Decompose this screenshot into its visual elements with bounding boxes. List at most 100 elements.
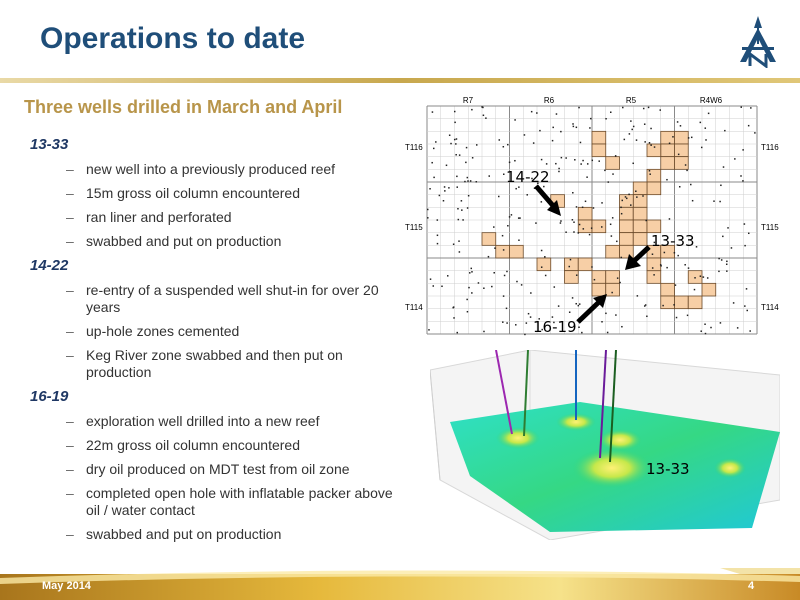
lease-block [632, 194, 648, 208]
well-dot [744, 244, 746, 247]
well-dot [746, 309, 748, 312]
lease-block [481, 232, 497, 246]
well-dot [507, 224, 509, 227]
lease-block [605, 270, 620, 284]
well-dot [501, 234, 504, 237]
well-dot [455, 138, 458, 140]
well-dot [503, 173, 505, 175]
lease-block [660, 244, 675, 259]
well-dot [551, 139, 554, 142]
lease-block [674, 156, 689, 170]
well-dot [740, 175, 742, 177]
well-dot [677, 153, 680, 156]
lease-block [495, 244, 510, 259]
well-dot [650, 144, 652, 146]
well-dot [695, 246, 698, 248]
lease-block [564, 270, 579, 284]
well-dot [710, 326, 712, 329]
well-dot [679, 125, 682, 127]
lease-block [605, 156, 620, 170]
well-dot [471, 271, 473, 273]
well-dot [653, 241, 656, 244]
dash-marker: – [66, 282, 74, 298]
dash-marker: – [66, 209, 74, 225]
lease-block [646, 219, 662, 234]
well-dot [718, 257, 720, 260]
lease-block [619, 232, 634, 246]
well-dot [540, 249, 543, 252]
well-dot [643, 305, 646, 307]
well-dot [555, 113, 558, 115]
well-dot [592, 207, 595, 209]
well-dot [552, 126, 554, 129]
well-dot [666, 266, 668, 269]
well-dot [593, 278, 596, 281]
lease-block [591, 270, 607, 284]
lease-block [660, 282, 675, 297]
well-dot [452, 306, 454, 309]
well-dot [565, 157, 567, 159]
well-dot [581, 331, 583, 334]
well-dot [646, 315, 648, 318]
well-dot [557, 305, 560, 307]
well-dot [687, 267, 690, 269]
well-dot [673, 304, 675, 306]
well-dot [491, 285, 493, 288]
well-heading: 16-19 [30, 388, 69, 405]
well-dot [518, 239, 520, 241]
lease-block [591, 143, 607, 158]
well-dot [651, 253, 654, 255]
well-dot [448, 134, 451, 136]
well-dot [611, 217, 614, 219]
well-dot [686, 169, 688, 172]
well-dot [575, 206, 578, 208]
well-dot [485, 117, 487, 119]
well-dot [507, 143, 509, 146]
well-dot [539, 129, 541, 132]
well-dot [446, 275, 449, 277]
well-dot [571, 219, 574, 221]
well-dot [612, 173, 614, 175]
page-number: 4 [748, 580, 755, 592]
reef-3d-model: 13-33 [430, 350, 780, 540]
well-dot [453, 317, 455, 319]
well-dot [578, 326, 580, 328]
well-dot [601, 226, 603, 228]
bullet-list: – exploration well drilled into a new ree… [30, 413, 400, 543]
well-dot [704, 127, 707, 129]
well-dot [648, 142, 651, 144]
model-label: 13-33 [646, 460, 690, 478]
well-dot [745, 288, 748, 290]
well-dot [625, 197, 628, 200]
well-dot [535, 222, 537, 224]
bullet-text: up-hole zones cemented [86, 323, 240, 339]
well-dot [427, 217, 429, 219]
well-dot [574, 159, 576, 161]
lease-block [646, 181, 662, 196]
lease-block [674, 295, 689, 310]
well-dot [722, 166, 725, 168]
well-dot [502, 249, 505, 251]
well-section-14-22: 14-22 – re-entry of a suspended well shut… [30, 257, 400, 381]
lease-block [605, 244, 620, 259]
well-dot [631, 128, 633, 131]
well-dot [453, 138, 456, 141]
lease-block [660, 143, 675, 158]
well-dot [690, 183, 692, 186]
arrow-13-33 [625, 245, 651, 270]
well-dot [662, 304, 664, 307]
well-dot [699, 121, 702, 124]
well-dot [431, 161, 433, 164]
well-dot [577, 232, 580, 234]
well-dot [506, 322, 508, 324]
township-label: T116 [761, 143, 779, 152]
well-dot [609, 223, 612, 226]
well-dot [428, 329, 430, 331]
well-dot [609, 111, 612, 113]
well-dot [553, 321, 555, 324]
well-dot [645, 219, 647, 222]
well-dot [648, 170, 651, 172]
well-dot [630, 204, 632, 206]
well-dot [482, 114, 485, 117]
lease-block [632, 206, 648, 221]
